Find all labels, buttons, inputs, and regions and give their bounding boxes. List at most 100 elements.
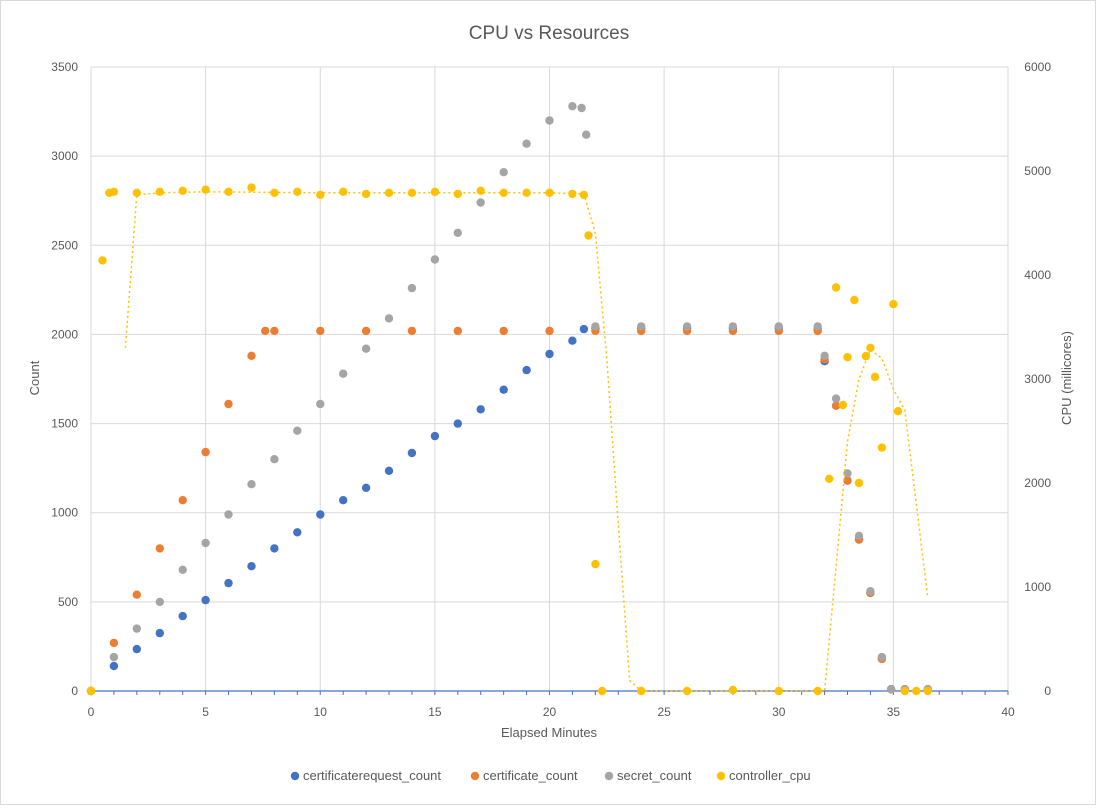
data-point bbox=[247, 480, 256, 489]
y-tick-label: 0 bbox=[71, 684, 78, 698]
y2-tick-label: 3000 bbox=[1024, 372, 1051, 386]
data-point bbox=[430, 431, 440, 441]
series-certificate-count bbox=[86, 326, 932, 696]
data-point bbox=[522, 188, 531, 197]
data-point bbox=[831, 401, 841, 410]
y2-tick-label: 4000 bbox=[1024, 268, 1051, 282]
data-point bbox=[201, 447, 210, 457]
legend: certificaterequest_count certificate_coun… bbox=[290, 768, 811, 783]
data-point bbox=[293, 187, 302, 196]
data-point bbox=[361, 189, 371, 199]
y-tick-label: 500 bbox=[58, 595, 78, 609]
series-layer bbox=[86, 102, 932, 696]
y2-tick-label: 6000 bbox=[1024, 60, 1051, 74]
data-point bbox=[270, 455, 279, 464]
trendline bbox=[124, 191, 929, 692]
data-point bbox=[577, 103, 586, 113]
legend-item: controller_cpu bbox=[716, 768, 811, 783]
data-point bbox=[453, 189, 462, 199]
chart-title: CPU vs Resources bbox=[469, 23, 630, 44]
data-point bbox=[545, 326, 554, 336]
data-point bbox=[453, 326, 462, 336]
data-point bbox=[132, 590, 141, 599]
data-point bbox=[522, 139, 531, 148]
data-point bbox=[870, 372, 880, 382]
data-point bbox=[912, 686, 921, 696]
gridlines bbox=[90, 66, 1009, 695]
y-tick-label: 2000 bbox=[51, 327, 78, 341]
data-point bbox=[316, 510, 325, 519]
x-tick-label: 5 bbox=[202, 705, 209, 719]
data-point bbox=[923, 686, 932, 696]
data-point bbox=[825, 474, 834, 483]
y2-tick-label: 1000 bbox=[1024, 580, 1051, 594]
data-point bbox=[850, 295, 859, 305]
y-tick-label: 1000 bbox=[51, 506, 78, 520]
data-point bbox=[361, 483, 371, 492]
data-point bbox=[499, 326, 508, 336]
data-point bbox=[568, 336, 577, 345]
data-point bbox=[132, 624, 141, 633]
data-point bbox=[893, 407, 903, 416]
data-point bbox=[384, 466, 394, 475]
data-point bbox=[831, 283, 841, 292]
data-point bbox=[843, 476, 852, 485]
data-point bbox=[476, 198, 485, 207]
data-point bbox=[86, 686, 96, 696]
x-tick-label: 40 bbox=[1001, 705, 1015, 719]
data-point bbox=[886, 685, 896, 694]
data-point bbox=[224, 578, 233, 588]
data-point bbox=[155, 628, 164, 638]
data-point bbox=[453, 419, 462, 428]
data-point bbox=[499, 168, 508, 177]
data-point bbox=[109, 652, 119, 662]
x-tick-label: 25 bbox=[657, 705, 671, 719]
data-point bbox=[361, 344, 371, 353]
data-point bbox=[155, 187, 164, 196]
y-tick-label: 1500 bbox=[51, 417, 78, 431]
data-point bbox=[132, 644, 141, 654]
legend-marker bbox=[604, 771, 614, 781]
data-point bbox=[568, 189, 577, 199]
y-tick-labels: 0 500 1000 1500 2000 2500 3000 3500 bbox=[51, 60, 78, 698]
y2-axis-title: CPU (millicores) bbox=[1059, 331, 1074, 425]
data-point bbox=[407, 326, 417, 336]
data-point bbox=[407, 283, 417, 293]
data-point bbox=[866, 343, 875, 352]
legend-label: controller_cpu bbox=[729, 768, 811, 783]
data-point bbox=[270, 544, 279, 553]
data-point bbox=[854, 478, 864, 488]
data-point bbox=[866, 587, 875, 596]
x-tick-label: 35 bbox=[887, 705, 901, 719]
y2-tick-label: 2000 bbox=[1024, 476, 1051, 490]
series-controller-cpu-moving-average bbox=[124, 191, 929, 692]
data-point bbox=[820, 351, 829, 360]
data-point bbox=[132, 188, 141, 197]
data-point bbox=[854, 531, 864, 541]
data-point bbox=[813, 686, 822, 696]
x-tick-label: 15 bbox=[428, 705, 442, 719]
data-point bbox=[900, 686, 909, 696]
y-tick-label: 3000 bbox=[51, 149, 78, 163]
data-point bbox=[201, 538, 210, 548]
data-point bbox=[316, 326, 325, 336]
data-point bbox=[831, 394, 841, 403]
data-point bbox=[109, 638, 119, 648]
data-point bbox=[728, 685, 738, 695]
data-point bbox=[430, 255, 440, 264]
data-point bbox=[584, 231, 593, 240]
data-point bbox=[339, 187, 348, 196]
data-point bbox=[453, 228, 462, 237]
data-point bbox=[293, 426, 302, 435]
legend-item: certificate_count bbox=[470, 768, 578, 783]
data-point bbox=[545, 116, 554, 125]
data-point bbox=[728, 322, 738, 331]
data-point bbox=[591, 322, 600, 331]
x-tick-label: 20 bbox=[543, 705, 557, 719]
x-tick-label: 0 bbox=[88, 705, 95, 719]
x-axis-title: Elapsed Minutes bbox=[501, 725, 598, 740]
data-point bbox=[476, 405, 485, 414]
data-point bbox=[774, 322, 783, 331]
